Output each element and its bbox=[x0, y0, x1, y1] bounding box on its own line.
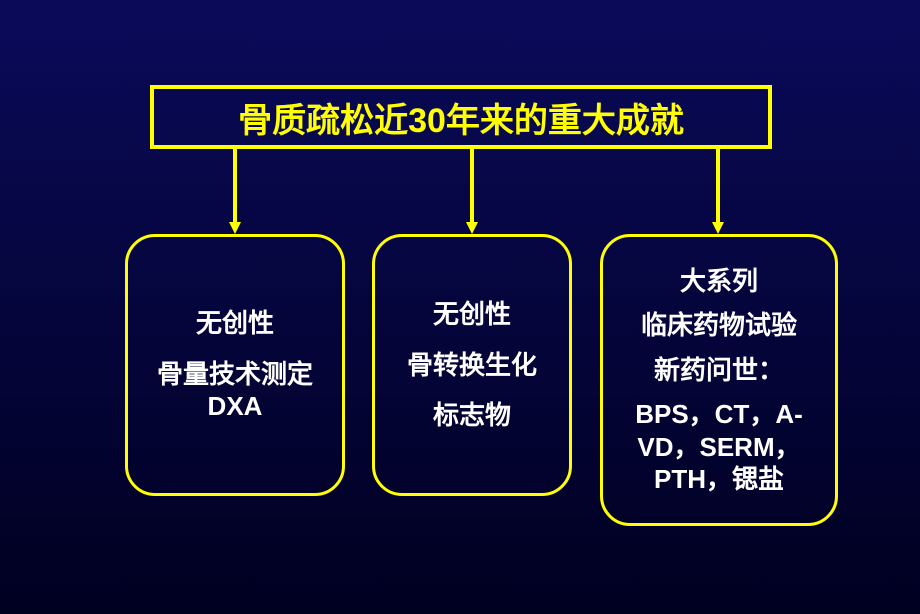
box-dxa-line: 无创性 bbox=[196, 307, 274, 340]
box-biomarker-line: 骨转换生化 bbox=[407, 349, 537, 382]
box-dxa: 无创性骨量技术测定DXA bbox=[125, 234, 345, 496]
title-box: 骨质疏松近30年来的重大成就 bbox=[150, 85, 772, 149]
slide-stage: 骨质疏松近30年来的重大成就 无创性骨量技术测定DXA无创性骨转换生化标志物大系… bbox=[0, 0, 920, 614]
box-drugs-line: BPS，CT，A-VD，SERM，PTH，锶盐 bbox=[611, 398, 827, 496]
box-drugs-line: 临床药物试验 bbox=[641, 309, 797, 342]
box-drugs-line: 大系列 bbox=[680, 265, 758, 298]
title-text: 骨质疏松近30年来的重大成就 bbox=[238, 93, 684, 142]
box-biomarker-line: 标志物 bbox=[433, 399, 511, 432]
box-drugs: 大系列临床药物试验新药问世： BPS，CT，A-VD，SERM，PTH，锶盐 bbox=[600, 234, 838, 526]
box-biomarker: 无创性骨转换生化标志物 bbox=[372, 234, 572, 496]
box-biomarker-line: 无创性 bbox=[433, 298, 511, 331]
box-dxa-line: 骨量技术测定DXA bbox=[136, 358, 334, 423]
box-drugs-line: 新药问世： bbox=[654, 354, 784, 387]
